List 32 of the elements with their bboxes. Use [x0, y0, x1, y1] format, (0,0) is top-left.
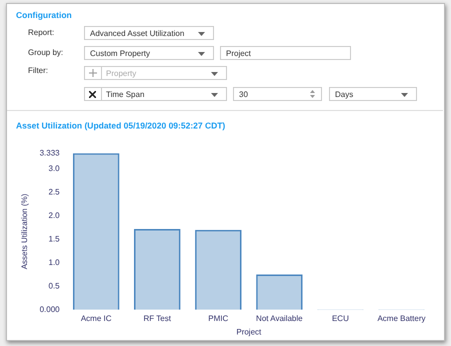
x-tick-label: Not Available [256, 314, 304, 323]
bar [134, 228, 180, 310]
text: Project [226, 48, 251, 58]
bar [72, 153, 120, 310]
x-tick-label: Acme Battery [377, 314, 426, 323]
text: Time Span [106, 90, 144, 98]
text: Advanced Asset Utilization [90, 28, 184, 38]
y-tick-label: 3.333 [40, 148, 60, 158]
x-axis-title: Project [236, 327, 262, 336]
x-tick-label: ECU [332, 314, 350, 323]
text: Report: [28, 28, 54, 37]
x-tick-label: RF Test [144, 314, 172, 323]
text: Group by: [28, 48, 64, 57]
y-tick-label: 1.5 [48, 234, 60, 244]
y-tick-label: 2.0 [48, 211, 60, 220]
chart-title: Asset Utilization (Updated 05/19/2020 09:52:27 CDT) [16, 120, 226, 130]
y-tick-label: 1.0 [48, 258, 60, 268]
y-tick-label: 0.5 [48, 282, 60, 291]
y-axis-title: Assets Utilization (%) [20, 193, 30, 270]
text: Configuration [16, 10, 72, 20]
text: 30 [239, 90, 248, 98]
bar [256, 274, 303, 310]
bar [195, 230, 242, 310]
text: Property [106, 68, 136, 78]
y-tick-label: 3.0 [48, 164, 60, 174]
y-tick-label: 2.5 [48, 188, 60, 197]
text: Custom Property [90, 48, 150, 58]
text: Filter: [28, 66, 48, 75]
x-tick-label: Acme IC [80, 314, 112, 323]
text: Days [335, 90, 354, 98]
y-tick-label: 0.000 [40, 305, 60, 314]
x-tick-label: PMIC [208, 314, 228, 323]
